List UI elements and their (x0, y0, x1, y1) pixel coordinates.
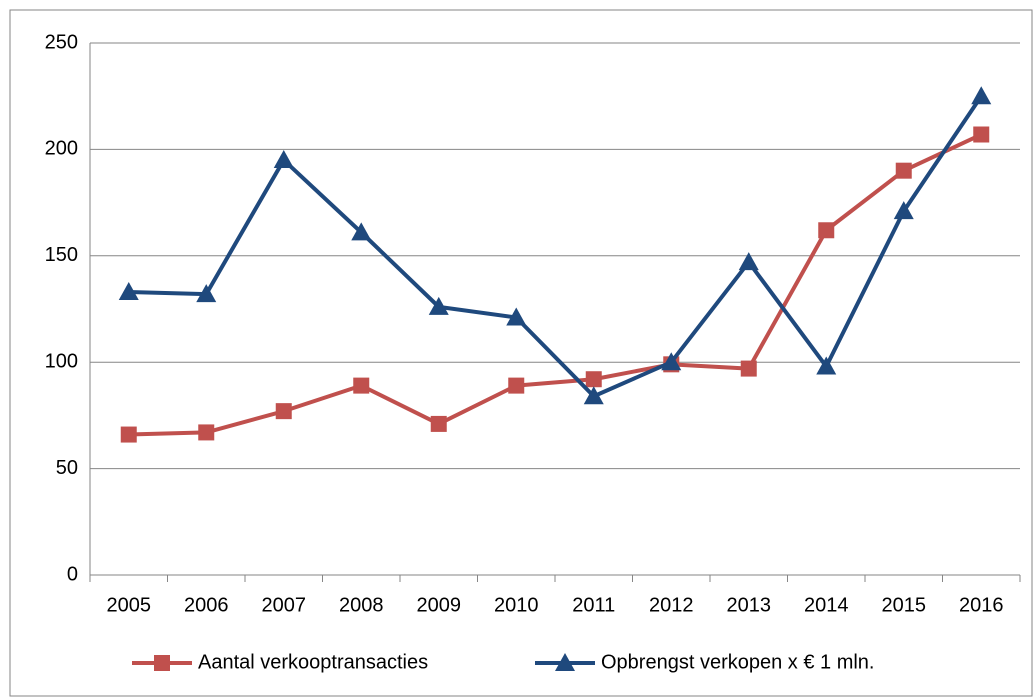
legend-label: Opbrengst verkopen x € 1 mln. (601, 651, 874, 673)
x-tick-label: 2012 (649, 594, 694, 616)
series-line (128, 132, 983, 437)
data-point (196, 284, 217, 303)
data-point (353, 377, 370, 394)
data-point (275, 403, 292, 420)
data-point (428, 296, 449, 315)
x-tick-label: 2006 (184, 594, 229, 616)
y-tick-label: 250 (45, 31, 78, 53)
y-tick-label: 200 (45, 138, 78, 160)
y-tick-label: 100 (45, 350, 78, 372)
series-line (128, 95, 983, 399)
y-tick-label: 150 (45, 244, 78, 266)
data-point (273, 150, 294, 169)
data-point (120, 426, 137, 443)
data-point (583, 386, 604, 405)
data-point (738, 252, 759, 271)
y-tick-label: 0 (67, 563, 78, 585)
legend-marker (555, 653, 575, 671)
legend-marker (154, 655, 170, 671)
x-tick-label: 2014 (804, 594, 849, 616)
data-point (508, 377, 525, 394)
data-point (740, 360, 757, 377)
data-point (351, 222, 372, 241)
data-point (661, 352, 682, 371)
y-tick-label: 50 (56, 457, 78, 479)
x-tick-label: 2009 (417, 594, 462, 616)
data-point (506, 307, 527, 326)
data-point (816, 356, 837, 375)
data-point (973, 126, 990, 143)
x-tick-label: 2013 (727, 594, 772, 616)
x-tick-label: 2008 (339, 594, 384, 616)
data-point (585, 371, 602, 388)
data-point (818, 222, 835, 239)
data-point (430, 415, 447, 432)
x-tick-label: 2016 (959, 594, 1004, 616)
data-point (971, 86, 992, 105)
x-tick-label: 2007 (262, 594, 307, 616)
legend-label: Aantal verkooptransacties (198, 651, 428, 673)
data-point (118, 281, 139, 300)
x-tick-label: 2011 (572, 594, 615, 616)
chart-border (9, 9, 1033, 697)
x-tick-label: 2015 (882, 594, 927, 616)
x-tick-label: 2005 (107, 594, 152, 616)
data-point (198, 424, 215, 441)
data-point (893, 201, 914, 220)
x-tick-label: 2010 (494, 594, 539, 616)
data-point (895, 162, 912, 179)
